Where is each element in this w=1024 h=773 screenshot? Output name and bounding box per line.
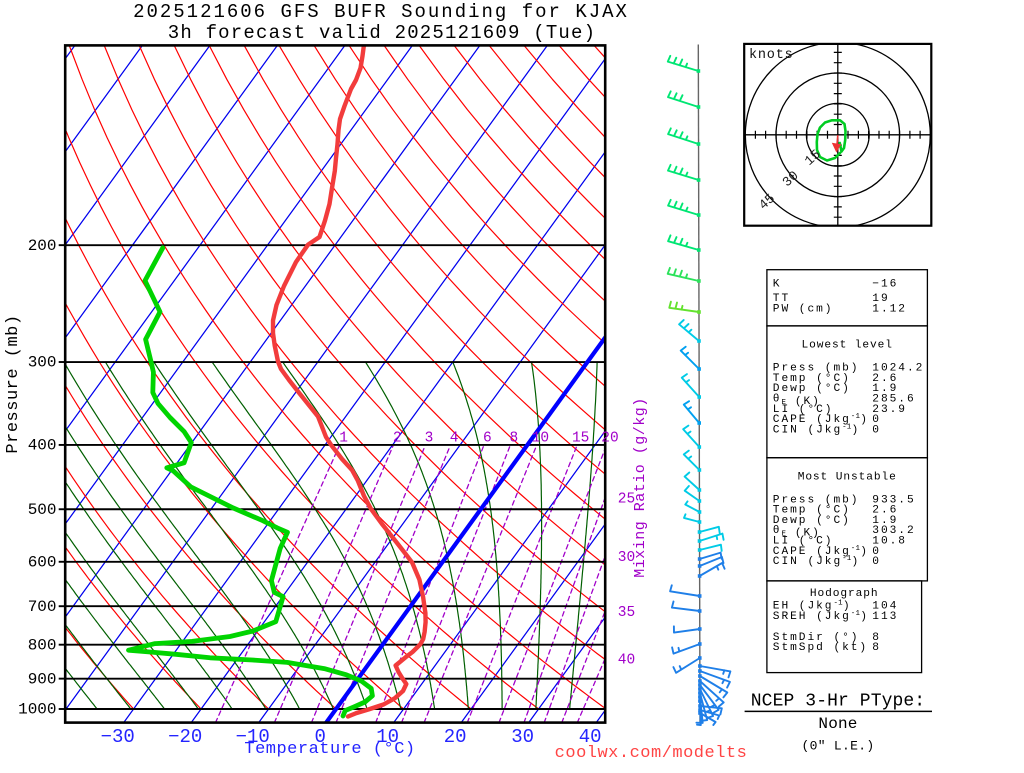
- svg-text:CAPE (Jkg-1): CAPE (Jkg-1): [773, 413, 869, 426]
- svg-text:933.5: 933.5: [872, 494, 915, 506]
- svg-text:10: 10: [532, 431, 549, 447]
- svg-text:10: 10: [376, 726, 399, 748]
- svg-text:Temp (°C): Temp (°C): [773, 505, 851, 517]
- svg-text:6: 6: [483, 431, 492, 447]
- svg-text:3: 3: [425, 431, 434, 447]
- svg-text:1.12: 1.12: [872, 304, 907, 316]
- svg-text:LI (°C): LI (°C): [773, 536, 834, 548]
- svg-text:700: 700: [28, 598, 57, 616]
- svg-text:40: 40: [579, 726, 602, 748]
- svg-text:2: 2: [393, 431, 402, 447]
- svg-text:15: 15: [572, 431, 589, 447]
- svg-text:300: 300: [28, 354, 57, 372]
- svg-text:800: 800: [28, 636, 57, 654]
- svg-text:600: 600: [28, 554, 57, 572]
- svg-text:35: 35: [618, 605, 635, 621]
- svg-text:TT: TT: [773, 293, 790, 305]
- svg-text:−30: −30: [101, 726, 135, 748]
- svg-text:8: 8: [872, 642, 881, 654]
- svg-text:Press (mb): Press (mb): [773, 494, 860, 506]
- svg-text:−20: −20: [168, 726, 202, 748]
- svg-text:LI (°C): LI (°C): [773, 404, 834, 416]
- svg-text:(0" L.E.): (0" L.E.): [802, 739, 875, 754]
- svg-text:K: K: [773, 279, 782, 291]
- svg-text:303.2: 303.2: [872, 525, 915, 537]
- svg-text:−10: −10: [236, 726, 270, 748]
- svg-text:EH (Jkg-1): EH (Jkg-1): [773, 600, 852, 613]
- svg-text:Mixing Ratio (g/kg): Mixing Ratio (g/kg): [632, 397, 649, 578]
- svg-text:400: 400: [28, 437, 57, 455]
- svg-text:Dewp (°C): Dewp (°C): [773, 515, 851, 527]
- svg-text:Hodograph: Hodograph: [810, 588, 879, 600]
- svg-text:20: 20: [601, 431, 618, 447]
- svg-text:PW (cm): PW (cm): [773, 304, 834, 316]
- svg-text:2.6: 2.6: [872, 505, 898, 517]
- svg-text:20: 20: [444, 726, 467, 748]
- svg-text:Press (mb): Press (mb): [773, 363, 860, 375]
- svg-text:Temp (°C): Temp (°C): [773, 373, 851, 385]
- svg-text:None: None: [818, 715, 857, 733]
- svg-text:1.9: 1.9: [872, 515, 898, 527]
- svg-text:40: 40: [618, 653, 635, 669]
- svg-text:285.6: 285.6: [872, 394, 915, 406]
- svg-text:NCEP 3-Hr PType:: NCEP 3-Hr PType:: [751, 692, 925, 712]
- svg-text:1000: 1000: [18, 701, 56, 719]
- svg-text:knots: knots: [749, 48, 794, 63]
- svg-text:2025121606 GFS BUFR Sounding f: 2025121606 GFS BUFR Sounding for KJAX: [133, 1, 629, 23]
- svg-text:113: 113: [872, 611, 898, 623]
- svg-text:SREH (Jkg-1): SREH (Jkg-1): [773, 610, 869, 623]
- svg-text:4: 4: [450, 431, 459, 447]
- svg-text:1024.2: 1024.2: [872, 363, 924, 375]
- svg-text:200: 200: [28, 237, 57, 255]
- svg-text:0: 0: [872, 556, 881, 568]
- svg-text:900: 900: [28, 670, 57, 688]
- svg-text:CAPE (Jkg-1): CAPE (Jkg-1): [773, 545, 869, 558]
- svg-text:StmDir (°): StmDir (°): [773, 632, 860, 644]
- svg-text:0: 0: [314, 726, 325, 748]
- svg-text:CIN (Jkg-1): CIN (Jkg-1): [773, 555, 860, 568]
- svg-text:104: 104: [872, 601, 898, 613]
- svg-text:2.6: 2.6: [872, 373, 898, 385]
- svg-text:0: 0: [872, 414, 881, 426]
- svg-text:Temperature (°C): Temperature (°C): [244, 740, 415, 759]
- svg-text:Dewp (°C): Dewp (°C): [773, 383, 851, 395]
- svg-text:Most Unstable: Most Unstable: [798, 472, 897, 484]
- svg-text:8: 8: [509, 431, 518, 447]
- svg-text:0: 0: [872, 425, 881, 437]
- svg-text:StmSpd (kt): StmSpd (kt): [773, 642, 868, 654]
- svg-text:Pressure (mb): Pressure (mb): [4, 314, 23, 453]
- svg-text:30: 30: [618, 550, 635, 566]
- svg-text:30: 30: [511, 726, 534, 748]
- svg-text:0: 0: [872, 546, 881, 558]
- svg-text:1.9: 1.9: [872, 383, 898, 395]
- svg-text:coolwx.com/modelts: coolwx.com/modelts: [555, 744, 748, 763]
- svg-text:19: 19: [872, 293, 889, 305]
- svg-text:10.8: 10.8: [872, 536, 907, 548]
- svg-text:1: 1: [339, 431, 348, 447]
- svg-text:3h forecast valid 2025121609 (: 3h forecast valid 2025121609 (Tue): [168, 22, 596, 44]
- svg-text:Lowest level: Lowest level: [802, 340, 893, 352]
- svg-text:8: 8: [872, 632, 881, 644]
- svg-text:25: 25: [618, 492, 635, 508]
- svg-text:CIN (Jkg-1): CIN (Jkg-1): [773, 424, 860, 437]
- svg-text:23.9: 23.9: [872, 404, 907, 416]
- svg-text:−16: −16: [872, 279, 898, 291]
- svg-text:500: 500: [28, 501, 57, 519]
